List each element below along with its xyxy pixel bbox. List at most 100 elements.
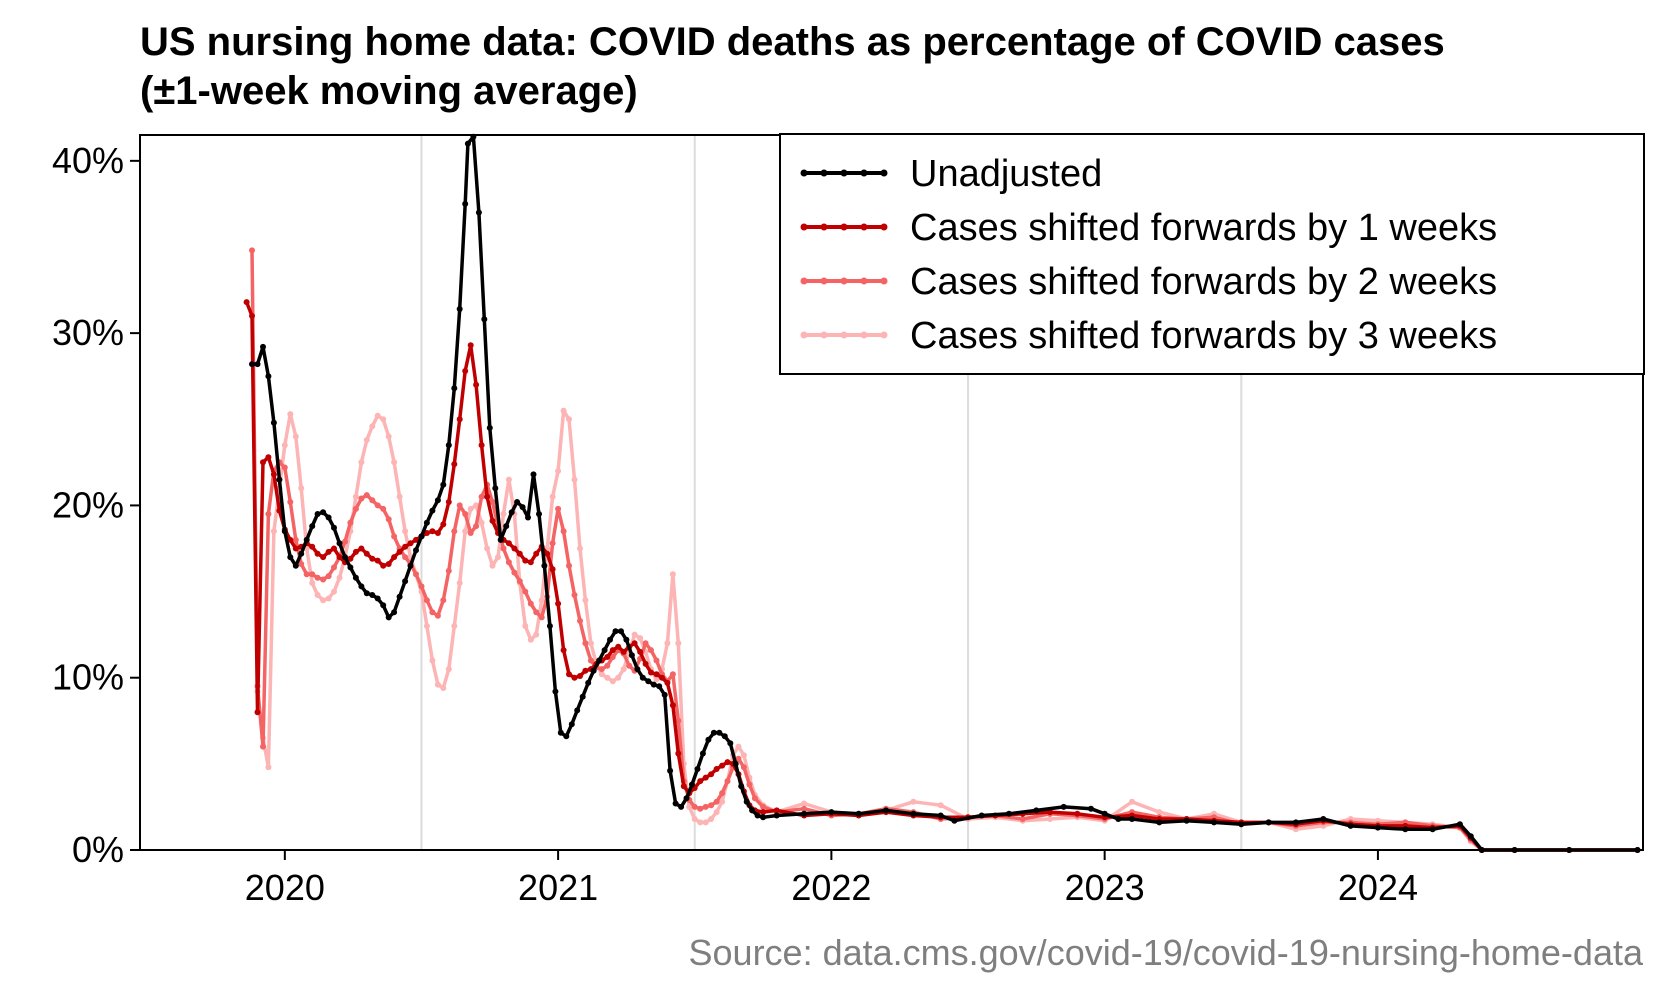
series-3-point-23 [380, 416, 387, 423]
series-0-point-110 [1129, 816, 1135, 822]
series-0-point-16 [336, 540, 343, 547]
series-1-point-87 [719, 762, 726, 769]
series-0-point-97 [828, 809, 835, 816]
series-1-point-14 [320, 554, 327, 561]
series-1-point-5 [270, 471, 277, 478]
series-0-point-68 [618, 628, 624, 635]
series-0-point-82 [694, 766, 701, 772]
series-3-point-43 [489, 562, 496, 569]
series-2-point-10 [303, 571, 310, 578]
series-2-point-6 [281, 464, 288, 471]
series-1-point-26 [385, 561, 392, 567]
series-0-point-43 [481, 316, 488, 323]
series-2-point-59 [571, 592, 578, 598]
series-3-point-2 [265, 764, 272, 771]
series-3-point-14 [331, 588, 337, 595]
series-3-point-99 [937, 802, 944, 809]
series-0-point-69 [623, 636, 630, 643]
chart-subtitle: (±1-week moving average) [140, 69, 638, 113]
series-0-point-20 [358, 583, 365, 590]
series-0-point-1 [254, 361, 261, 368]
series-0-point-39 [462, 200, 469, 207]
series-0-point-105 [1033, 807, 1040, 814]
series-1-point-25 [380, 562, 387, 569]
series-0-point-78 [672, 800, 679, 807]
series-0-point-46 [497, 536, 504, 543]
series-2-point-22 [369, 497, 376, 504]
series-0-point-36 [445, 442, 452, 449]
series-0-point-15 [331, 524, 337, 531]
series-2-point-11 [309, 571, 316, 578]
series-0-point-98 [855, 810, 862, 817]
series-2-point-74 [653, 657, 660, 664]
series-0-point-122 [1456, 821, 1463, 828]
series-group [243, 133, 1641, 853]
series-0-point-24 [380, 602, 387, 609]
series-0-point-100 [910, 810, 917, 817]
legend-item-2: Cases shifted forwards by 2 weeks [800, 261, 1497, 303]
series-2-point-47 [505, 559, 512, 566]
series-0-point-13 [320, 509, 327, 516]
series-1-point-49 [511, 545, 518, 552]
legend: Unadjusted Cases shifted forwards by 1 we… [779, 133, 1645, 375]
series-0-point-112 [1183, 817, 1190, 824]
series-3-point-20 [363, 437, 370, 443]
series-0-point-60 [574, 707, 581, 714]
series-3-point-6 [287, 411, 294, 418]
series-3-point-65 [609, 678, 616, 685]
series-3-point-40 [473, 502, 480, 509]
series-3-point-106 [1129, 798, 1135, 805]
series-1-point-17 [336, 554, 343, 561]
series-1-point-38 [451, 461, 458, 468]
series-3-point-10 [309, 580, 316, 586]
series-0-point-50 [519, 504, 526, 511]
series-2-point-57 [560, 528, 567, 535]
series-2-point-17 [342, 538, 348, 545]
series-1-point-69 [620, 648, 627, 655]
series-2-point-40 [467, 530, 474, 536]
series-1-point-50 [516, 550, 523, 557]
series-0-point-55 [546, 623, 553, 629]
series-3-point-39 [467, 505, 474, 512]
series-3-point-83 [708, 816, 715, 822]
series-0-point-25 [385, 614, 392, 621]
series-1-point-72 [637, 648, 644, 655]
series-2-point-8 [292, 536, 299, 543]
series-0-point-56 [552, 688, 559, 695]
series-1-point-43 [478, 442, 485, 449]
series-1-point-67 [609, 647, 616, 654]
series-1-point-2 [254, 709, 261, 716]
x-tick-label-2: 2022 [791, 867, 871, 908]
series-2-point-25 [385, 516, 392, 523]
series-2-point-95 [801, 805, 808, 812]
series-0-point-70 [628, 652, 635, 659]
series-2-point-90 [740, 764, 747, 771]
series-1-point-57 [555, 600, 562, 607]
series-0-point-85 [710, 729, 717, 736]
series-0-point-63 [590, 667, 597, 674]
series-3-point-42 [484, 545, 491, 552]
series-3-point-60 [582, 597, 589, 604]
series-3-point-103 [1047, 816, 1053, 822]
series-0-point-71 [634, 666, 641, 673]
series-0-point-74 [650, 681, 657, 688]
series-0-point-94 [760, 814, 767, 821]
series-0-point-103 [978, 812, 985, 819]
legend-swatch-dot-1-4 [880, 223, 888, 231]
series-1-point-48 [505, 540, 512, 547]
series-2-point-7 [287, 499, 294, 505]
series-0-point-30 [413, 547, 419, 554]
series-2-point-58 [566, 562, 572, 569]
series-0-point-113 [1211, 819, 1217, 826]
series-0-point-114 [1238, 821, 1245, 828]
series-3-point-49 [522, 623, 529, 629]
series-1 [243, 299, 1641, 853]
legend-swatch-dot-2-4 [880, 277, 888, 285]
series-1-point-56 [549, 566, 556, 573]
series-1-point-35 [434, 530, 441, 536]
legend-label-2: Cases shifted forwards by 2 weeks [910, 261, 1497, 303]
legend-swatch-dot-0-3 [860, 169, 868, 177]
series-0-point-38 [456, 306, 463, 312]
series-2-point-84 [708, 802, 715, 809]
series-2-point-28 [402, 554, 409, 561]
